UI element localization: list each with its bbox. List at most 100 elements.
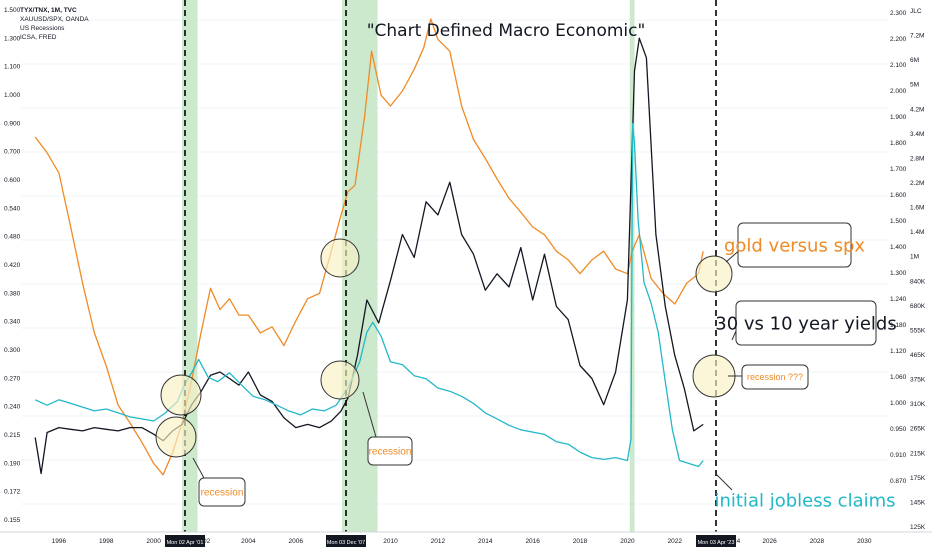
x-axis-tick: 2020 xyxy=(620,538,635,545)
right-axis-tick: 1.120 xyxy=(890,348,907,355)
left-axis-tick: 1.000 xyxy=(4,92,21,99)
right-axis-tick: 1.700 xyxy=(890,166,907,173)
left-axis-tick: 1.100 xyxy=(4,64,21,71)
left-axis-tick: 1.500 xyxy=(4,7,21,14)
x-axis-tick-partial: 24 xyxy=(733,538,741,545)
right-axis-tick-claims: 2.8M xyxy=(910,155,924,162)
right-axis-tick-claims: 465K xyxy=(910,352,926,359)
date-marker-pill xyxy=(165,535,205,547)
x-axis-tick: 1996 xyxy=(52,538,67,545)
date-marker-label: Mon 03 Apr '23 xyxy=(698,540,735,546)
left-axis-tick: 0.240 xyxy=(4,404,21,411)
x-axis-tick: 2004 xyxy=(241,538,256,545)
right-axis-tick-claims: 310K xyxy=(910,401,926,408)
series-line xyxy=(34,37,704,475)
series-line xyxy=(34,122,704,468)
date-marker-label: Mon 03 Dec '07 xyxy=(327,540,365,546)
x-axis-tick-partial: 02 xyxy=(203,538,211,545)
left-axis-tick: 0.270 xyxy=(4,375,21,382)
right-axis-tick: 2.000 xyxy=(890,88,907,95)
date-marker-label: Mon 02 Apr '01 xyxy=(167,540,204,546)
annotation-box xyxy=(737,222,852,268)
x-axis-tick: 1998 xyxy=(99,538,114,545)
x-axis-tick: 2028 xyxy=(810,538,825,545)
legend-entry: ICSA, FRED xyxy=(20,34,57,41)
chart-legend: TYX/TNX, 1M, TVC XAUUSD/SPX, OANDA US Re… xyxy=(20,6,89,42)
legend-entry: XAUUSD/SPX, OANDA xyxy=(20,16,89,23)
chart-title: "Chart Defined Macro Economic" xyxy=(367,21,646,41)
left-axis-tick: 0.172 xyxy=(4,489,21,496)
right-axis-tick-claims: 3.4M xyxy=(910,131,924,138)
right-axis-tick: 1.900 xyxy=(890,114,907,121)
annotation-label: gold versus spx xyxy=(724,235,865,256)
x-axis-tick: 2012 xyxy=(431,538,446,545)
highlight-circle xyxy=(155,416,197,458)
highlight-circle xyxy=(320,238,360,278)
highlight-circle xyxy=(320,360,360,400)
left-axis-tick: 0.215 xyxy=(4,432,21,439)
right-axis-tick-claims: 6M xyxy=(910,57,919,64)
left-axis-tick: 0.380 xyxy=(4,290,21,297)
right-axis-tick-claims: 4.2M xyxy=(910,106,924,113)
left-axis-tick: 0.700 xyxy=(4,149,21,156)
annotation-label: initial jobless claims xyxy=(714,490,895,511)
right-axis-tick: 1.000 xyxy=(890,400,907,407)
right-axis-tick-claims: 5M xyxy=(910,82,919,89)
right-axis-tick-claims: 1M xyxy=(910,254,919,261)
left-axis-tick: 0.340 xyxy=(4,319,21,326)
right-axis-tick: 2.300 xyxy=(890,10,907,17)
left-axis-tick: 0.540 xyxy=(4,205,21,212)
right-axis-tick: 1.060 xyxy=(890,374,907,381)
x-axis-tick: 2018 xyxy=(573,538,588,545)
right-axis-tick: 0.870 xyxy=(890,478,907,485)
right-axis-tick: 0.910 xyxy=(890,452,907,459)
right-axis-tick: 1.400 xyxy=(890,244,907,251)
right-axis-tick: 2.100 xyxy=(890,62,907,69)
callout-connector xyxy=(362,391,377,438)
highlight-circle xyxy=(160,374,202,416)
right-axis-tick-claims: 1.6M xyxy=(910,205,924,212)
right-axis-tick: 2.200 xyxy=(890,36,907,43)
annotation-label: 30 vs 10 year yields xyxy=(715,313,896,334)
left-axis-tick: 0.300 xyxy=(4,347,21,354)
x-axis-tick: 2006 xyxy=(289,538,304,545)
series-line xyxy=(34,18,704,476)
left-axis-tick: 0.155 xyxy=(4,517,21,524)
right-axis-tick-claims: 175K xyxy=(910,475,926,482)
annotation-label: recession xyxy=(369,447,412,458)
right-axis-tick-claims: 265K xyxy=(910,426,926,433)
annotation-box xyxy=(198,477,246,507)
annotation-label: recession xyxy=(201,488,244,499)
x-axis-tick: 2000 xyxy=(146,538,161,545)
right-axis-tick-claims: 2.2M xyxy=(910,180,924,187)
annotation-box xyxy=(735,300,877,346)
right-axis-tick-claims: 125K xyxy=(910,524,926,531)
left-axis-tick: 0.900 xyxy=(4,120,21,127)
left-axis-tick: 1.300 xyxy=(4,35,21,42)
callout-connector xyxy=(715,473,733,491)
right-axis-tick-claims: 215K xyxy=(910,450,926,457)
annotation-box xyxy=(741,364,809,390)
right-axis-tick-claims: 7.2M xyxy=(910,33,924,40)
x-axis-tick: 2016 xyxy=(525,538,540,545)
right-axis-tick-claims: 145K xyxy=(910,499,926,506)
annotation-box xyxy=(367,436,413,466)
x-axis-tick: 2026 xyxy=(762,538,777,545)
legend-entry: TYX/TNX, 1M, TVC xyxy=(20,7,77,14)
callout-connector xyxy=(192,457,205,479)
right-axis-tick: 0.950 xyxy=(890,426,907,433)
right-axis-tick-claims: 375K xyxy=(910,377,926,384)
x-axis-tick: 2022 xyxy=(668,538,683,545)
right-axis-tick: 1.300 xyxy=(890,270,907,277)
annotation-label: recession ??? xyxy=(747,372,803,382)
date-marker-pill xyxy=(326,535,366,547)
legend-entry: US Recessions xyxy=(20,25,65,32)
right-axis-tick: 1.240 xyxy=(890,296,907,303)
x-axis-tick: 2010 xyxy=(383,538,398,545)
date-marker-pill xyxy=(696,535,736,547)
left-axis-tick: 0.190 xyxy=(4,460,21,467)
right-axis-tick: 1.800 xyxy=(890,140,907,147)
right-axis-tick-claims: 840K xyxy=(910,278,926,285)
